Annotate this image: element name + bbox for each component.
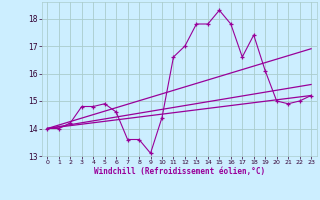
X-axis label: Windchill (Refroidissement éolien,°C): Windchill (Refroidissement éolien,°C) — [94, 167, 265, 176]
